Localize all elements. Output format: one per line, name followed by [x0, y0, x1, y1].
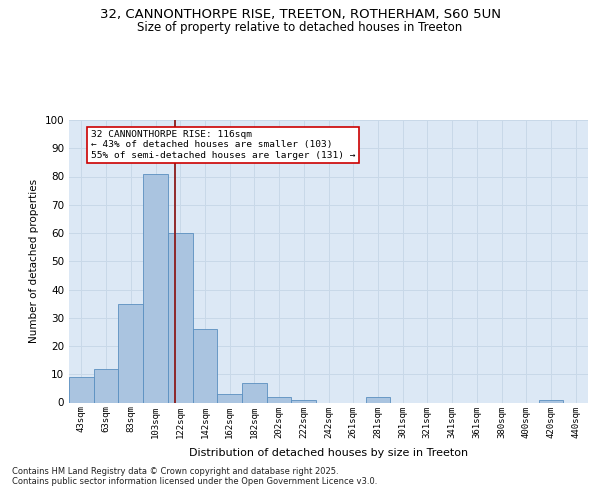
Bar	[118, 304, 143, 402]
Bar	[193, 329, 217, 402]
Text: Size of property relative to detached houses in Treeton: Size of property relative to detached ho…	[137, 21, 463, 34]
Bar	[539, 400, 563, 402]
Bar	[168, 233, 193, 402]
Bar	[217, 394, 242, 402]
Bar	[242, 382, 267, 402]
Text: Contains public sector information licensed under the Open Government Licence v3: Contains public sector information licen…	[12, 477, 377, 486]
Bar	[292, 400, 316, 402]
Y-axis label: Number of detached properties: Number of detached properties	[29, 179, 39, 344]
Bar	[267, 397, 292, 402]
Text: Contains HM Land Registry data © Crown copyright and database right 2025.: Contains HM Land Registry data © Crown c…	[12, 467, 338, 476]
Bar	[69, 377, 94, 402]
Bar	[143, 174, 168, 402]
Text: 32, CANNONTHORPE RISE, TREETON, ROTHERHAM, S60 5UN: 32, CANNONTHORPE RISE, TREETON, ROTHERHA…	[100, 8, 500, 21]
Bar	[365, 397, 390, 402]
Text: Distribution of detached houses by size in Treeton: Distribution of detached houses by size …	[189, 448, 469, 458]
Bar	[94, 368, 118, 402]
Text: 32 CANNONTHORPE RISE: 116sqm
← 43% of detached houses are smaller (103)
55% of s: 32 CANNONTHORPE RISE: 116sqm ← 43% of de…	[91, 130, 355, 160]
